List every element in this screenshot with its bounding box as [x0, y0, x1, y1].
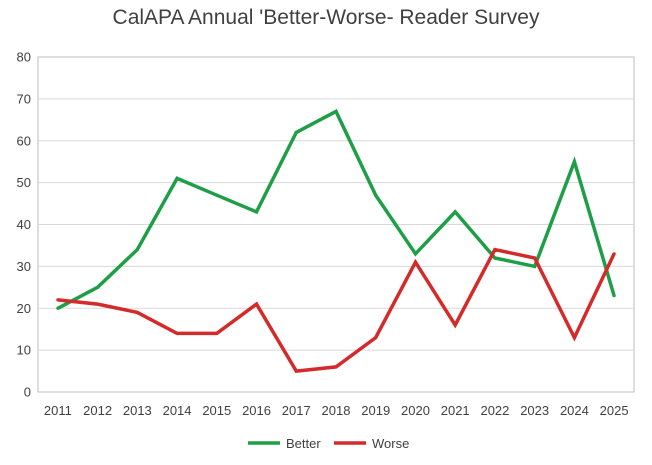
x-tick-label: 2024: [560, 403, 589, 418]
data-point-worse: [334, 365, 338, 369]
x-tick-label: 2018: [322, 403, 351, 418]
series-line-worse: [57, 247, 616, 373]
gridlines: [38, 98, 634, 393]
data-point-worse: [254, 302, 259, 306]
data-point-better: [334, 109, 338, 114]
x-axis-ticks: 2011 2012 2013 2014 2015 2016 2017 2018 2019 2020…: [44, 403, 629, 418]
y-tick-label: 30: [17, 259, 31, 274]
data-point-worse: [572, 335, 577, 340]
y-tick-label: 80: [17, 50, 31, 65]
x-tick-label: 2014: [163, 403, 192, 418]
legend-label-worse: Worse: [372, 436, 409, 451]
data-point-better: [612, 294, 616, 298]
x-tick-label: 2011: [44, 403, 72, 418]
data-point-better: [453, 210, 457, 214]
data-point-better: [374, 193, 378, 197]
x-tick-label: 2022: [480, 403, 509, 418]
x-tick-label: 2025: [600, 403, 629, 418]
data-point-worse: [413, 260, 418, 264]
data-point-worse: [96, 302, 100, 306]
x-tick-label: 2023: [520, 403, 549, 418]
y-tick-label: 50: [17, 175, 31, 190]
y-tick-label: 10: [17, 343, 31, 358]
data-point-worse: [533, 256, 537, 260]
data-point-better: [254, 210, 259, 214]
series-lines: [56, 108, 616, 373]
y-tick-label: 20: [17, 301, 31, 316]
data-point-better: [175, 176, 179, 181]
x-tick-label: 2021: [441, 403, 470, 418]
data-point-better: [215, 193, 219, 197]
data-point-worse: [175, 331, 179, 335]
data-point-better: [96, 285, 100, 289]
y-tick-label: 70: [17, 91, 31, 106]
x-tick-label: 2013: [123, 403, 152, 418]
x-tick-label: 2015: [202, 403, 231, 418]
y-axis-ticks: 0 10 20 30 40 50 60 70 80: [17, 50, 31, 400]
data-point-worse: [135, 310, 139, 315]
x-tick-label: 2016: [242, 403, 271, 418]
data-point-worse: [612, 252, 616, 256]
data-point-better: [413, 252, 418, 256]
data-point-better: [493, 256, 497, 260]
data-point-better: [135, 248, 139, 252]
data-point-worse: [215, 331, 219, 335]
data-point-worse: [56, 298, 60, 302]
x-tick-label: 2019: [361, 403, 390, 418]
data-point-better: [56, 306, 60, 310]
x-tick-label: 2020: [401, 403, 430, 418]
data-point-better: [294, 130, 298, 134]
x-tick-label: 2017: [282, 403, 311, 418]
data-point-worse: [294, 369, 298, 373]
y-tick-label: 40: [17, 217, 31, 232]
data-point-worse: [453, 323, 457, 327]
data-point-worse: [493, 248, 497, 252]
x-tick-label: 2012: [83, 403, 112, 418]
chart-title: CalAPA Annual 'Better-Worse- Reader Surv…: [112, 6, 540, 29]
data-point-better: [533, 264, 537, 268]
y-tick-label: 0: [24, 385, 31, 400]
y-tick-label: 60: [17, 133, 31, 148]
legend: Better Worse: [248, 436, 409, 451]
data-point-worse: [374, 335, 378, 340]
legend-label-better: Better: [286, 436, 321, 451]
data-point-better: [572, 160, 577, 164]
